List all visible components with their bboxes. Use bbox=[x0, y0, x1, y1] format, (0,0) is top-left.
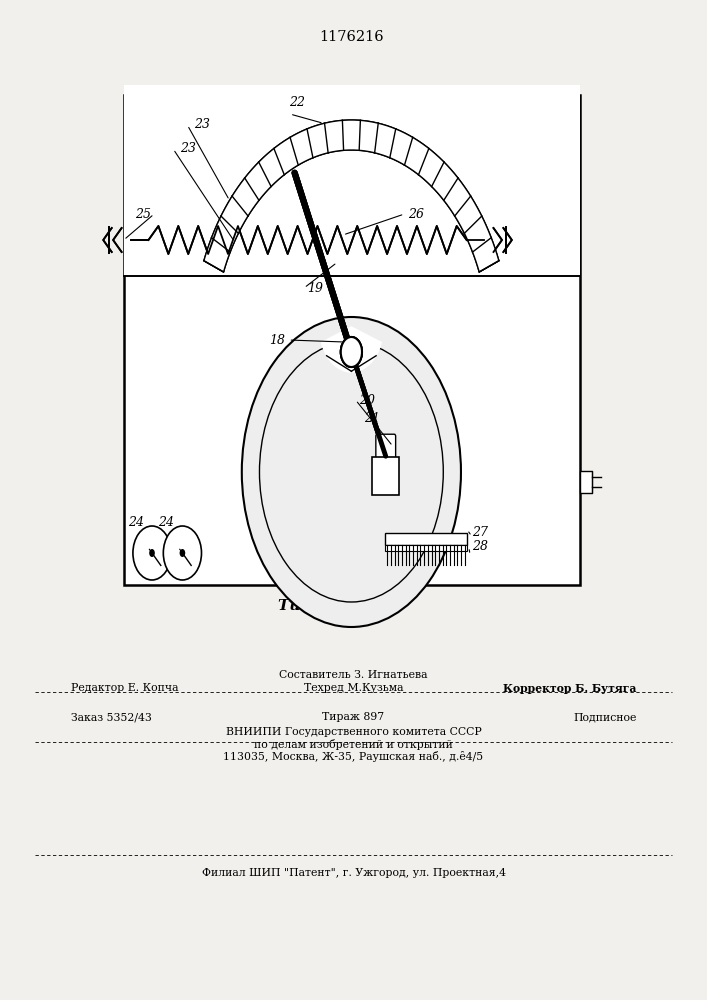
Text: Техред М.Кузьма: Техред М.Кузьма bbox=[304, 683, 403, 693]
Wedge shape bbox=[322, 327, 381, 372]
Circle shape bbox=[149, 549, 155, 557]
Bar bbox=[124, 85, 580, 276]
Text: 113035, Москва, Ж-35, Раушская наб., д.ȇ4/5: 113035, Москва, Ж-35, Раушская наб., д.ȇ… bbox=[223, 750, 484, 762]
Text: 26: 26 bbox=[408, 208, 424, 221]
Text: 1176216: 1176216 bbox=[319, 30, 384, 44]
Text: 23: 23 bbox=[180, 142, 197, 155]
Text: 20: 20 bbox=[359, 393, 375, 406]
Text: 24: 24 bbox=[158, 516, 174, 528]
Text: по делам изобретений и открытий: по делам изобретений и открытий bbox=[254, 738, 453, 750]
Circle shape bbox=[180, 549, 185, 557]
Text: 28: 28 bbox=[472, 540, 489, 554]
Circle shape bbox=[242, 317, 461, 627]
Text: 22: 22 bbox=[289, 96, 305, 108]
Text: Тираж 897: Тираж 897 bbox=[322, 712, 385, 722]
Text: 23: 23 bbox=[194, 118, 211, 131]
Text: Подписное: Подписное bbox=[573, 712, 636, 722]
Circle shape bbox=[341, 337, 362, 367]
Bar bbox=[373, 457, 399, 495]
Text: Филиал ШИП "Патент", г. Ужгород, ул. Проектная,4: Филиал ШИП "Патент", г. Ужгород, ул. Про… bbox=[201, 868, 506, 878]
Text: Τиг. 2: Τиг. 2 bbox=[278, 599, 330, 613]
Text: Редактор Е. Копча: Редактор Е. Копча bbox=[71, 683, 178, 693]
Polygon shape bbox=[204, 120, 499, 272]
Text: ВНИИПИ Государственного комитета СССР: ВНИИПИ Государственного комитета СССР bbox=[226, 727, 481, 737]
Text: 21: 21 bbox=[364, 412, 380, 424]
Bar bbox=[385, 533, 467, 545]
Bar bbox=[385, 545, 467, 551]
Text: 24: 24 bbox=[129, 516, 144, 528]
Polygon shape bbox=[204, 120, 499, 272]
Circle shape bbox=[341, 337, 362, 367]
Bar bbox=[580, 471, 592, 493]
Circle shape bbox=[133, 526, 171, 580]
Text: 25: 25 bbox=[134, 208, 151, 221]
FancyBboxPatch shape bbox=[376, 434, 396, 462]
Bar bbox=[124, 95, 580, 585]
Text: 19: 19 bbox=[308, 282, 324, 294]
Text: Заказ 5352/43: Заказ 5352/43 bbox=[71, 712, 151, 722]
Text: Корректор Б. Бутяга: Корректор Б. Бутяга bbox=[503, 682, 636, 694]
Text: Составитель З. Игнатьева: Составитель З. Игнатьева bbox=[279, 670, 428, 680]
Text: 27: 27 bbox=[472, 526, 489, 538]
Circle shape bbox=[341, 337, 362, 367]
Text: 18: 18 bbox=[269, 334, 285, 347]
Circle shape bbox=[163, 526, 201, 580]
